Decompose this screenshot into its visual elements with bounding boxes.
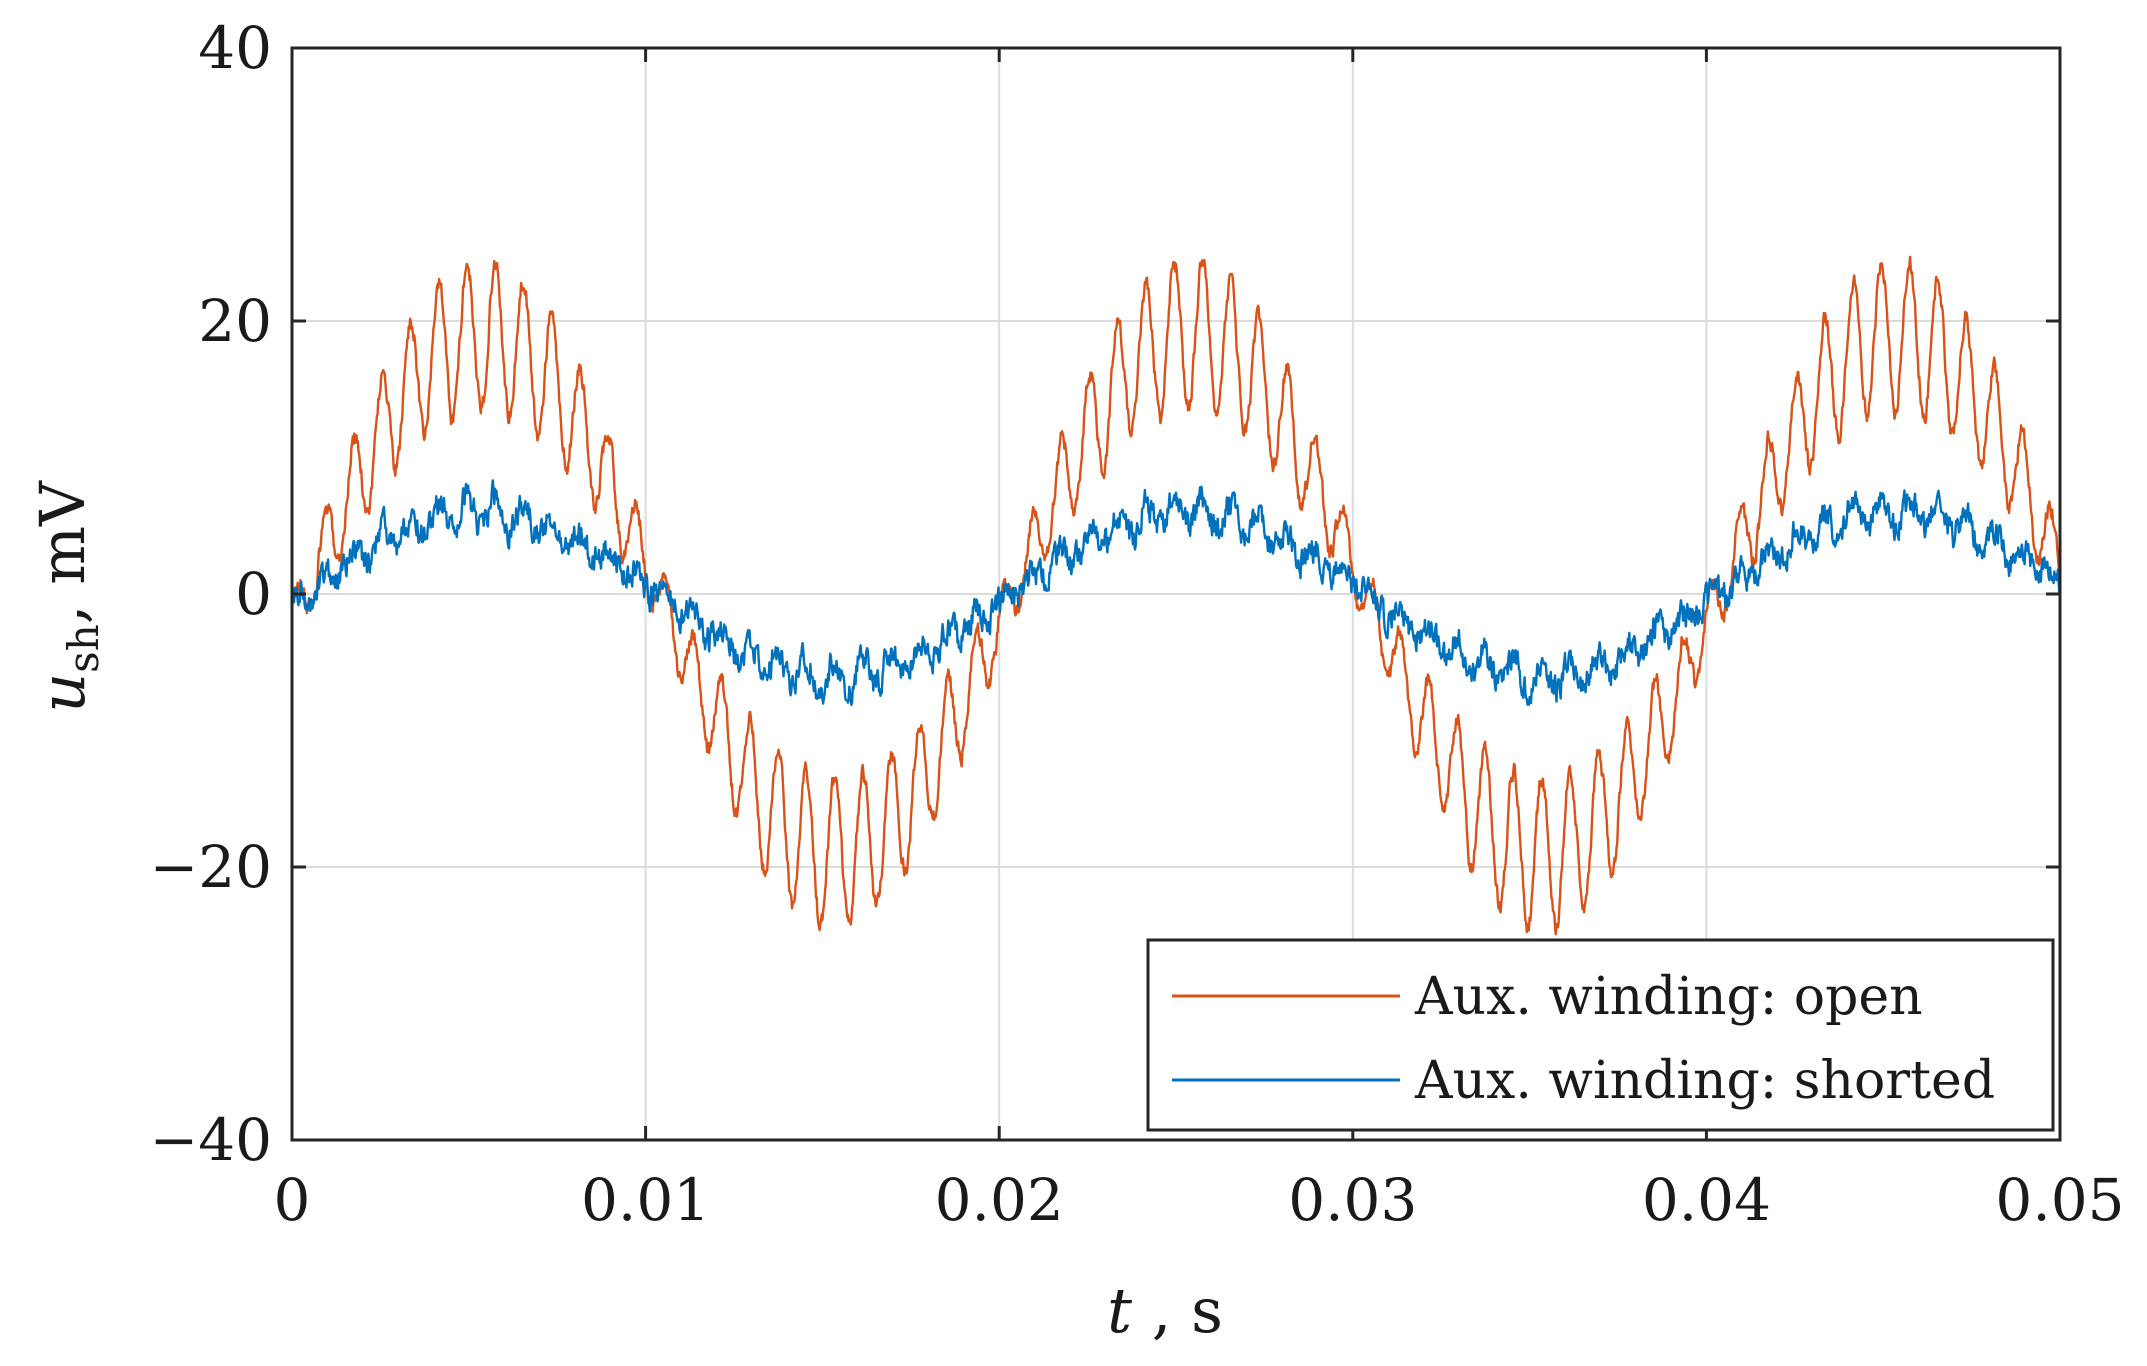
y-axis-variable: u [26,673,99,713]
legend-label-open: Aux. winding: open [1414,967,1923,1027]
y-axis-unit: , mV [26,480,99,624]
y-tick-label: 20 [198,287,272,355]
svg-text:t , s: t , s [1107,1274,1223,1347]
series-lines [290,255,2062,936]
axis-ticks: 0 0.01 0.02 0.03 0.04 0.05 −40 −20 0 20 40 [150,14,2125,1234]
y-tick-label: 40 [198,14,272,82]
x-axis-label: t , s [1107,1274,1223,1347]
x-tick-label: 0.03 [1288,1166,1417,1234]
svg-text:ush, mV: ush, mV [26,480,108,713]
y-axis-label: ush, mV [26,480,108,713]
y-tick-label: −20 [150,833,272,901]
legend-box [1146,938,2055,1132]
y-tick-label: −40 [150,1106,272,1174]
y-tick-label: 0 [235,560,272,628]
legend: Aux. winding: open Aux. winding: shorted [1146,938,2055,1132]
x-tick-label: 0.05 [1995,1166,2124,1234]
series-line-shorted [290,479,2062,707]
legend-label-shorted: Aux. winding: shorted [1414,1051,1995,1111]
x-tick-label: 0.02 [935,1166,1064,1234]
grid [292,48,2060,1140]
x-tick-label: 0.04 [1642,1166,1771,1234]
x-axis-unit: , s [1132,1274,1223,1347]
series-line-open [290,255,2062,936]
x-tick-label: 0.01 [581,1166,710,1234]
y-axis-subscript: sh [59,624,108,673]
x-axis-variable: t [1107,1274,1132,1347]
x-tick-label: 0 [274,1166,311,1234]
